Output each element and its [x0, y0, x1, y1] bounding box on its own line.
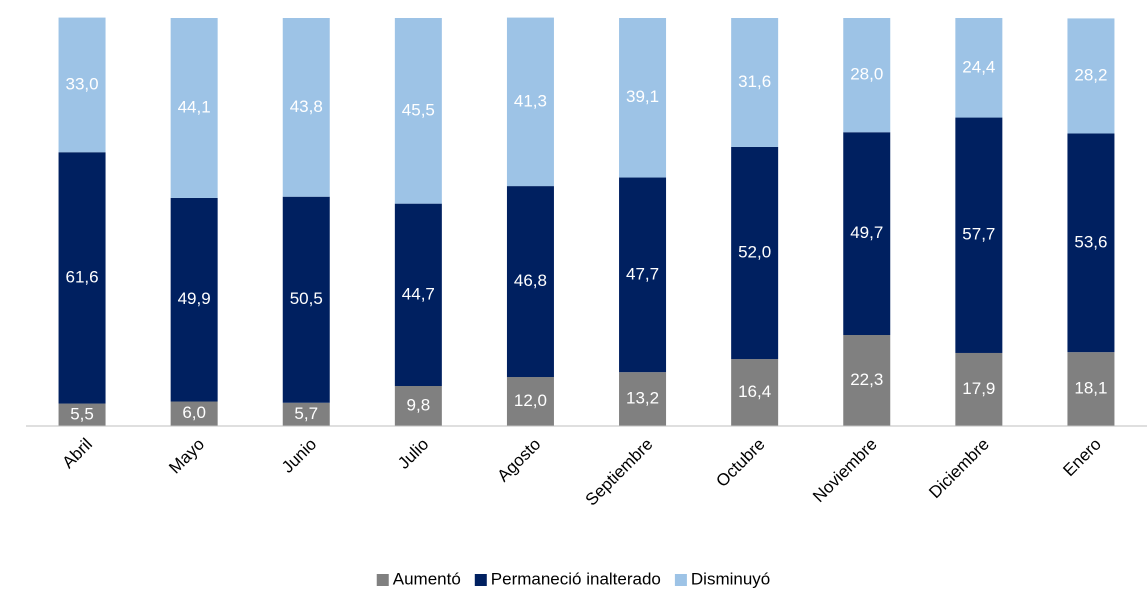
data-label: 46,8: [514, 271, 547, 290]
data-label: 50,5: [290, 289, 323, 308]
data-label: 57,7: [962, 225, 995, 244]
bar-segment: [282, 402, 330, 426]
x-tick-label: Octubre: [712, 435, 768, 491]
bar-segment: [1067, 18, 1115, 134]
data-label: 17,9: [962, 379, 995, 398]
data-label: 28,0: [850, 65, 883, 84]
data-label: 16,4: [738, 382, 771, 401]
legend-swatch: [674, 574, 687, 586]
bar-segment: [731, 18, 779, 147]
data-label: 28,2: [1074, 65, 1107, 84]
bar-segment: [1067, 133, 1115, 353]
legend-label: Aumentó: [393, 569, 461, 588]
bar-segment: [170, 401, 218, 426]
legend-label: Disminuyó: [691, 569, 770, 588]
data-label: 9,8: [407, 395, 431, 414]
data-label: 22,3: [850, 370, 883, 389]
data-label: 12,0: [514, 391, 547, 410]
data-label: 44,1: [178, 97, 211, 116]
bar-segment: [619, 177, 667, 373]
bar-segment: [1067, 352, 1115, 426]
bar-segment: [506, 377, 554, 426]
data-label: 52,0: [738, 242, 771, 261]
bar-segment: [506, 186, 554, 378]
bar-segment: [843, 132, 891, 336]
data-label: 47,7: [626, 264, 659, 283]
data-label: 33,0: [66, 74, 99, 93]
bar-segment: [170, 18, 218, 198]
bar-segment: [843, 335, 891, 426]
x-tick-label: Septiembre: [582, 435, 657, 510]
bar-segment: [619, 372, 667, 426]
data-label: 18,1: [1074, 379, 1107, 398]
bar-segment: [506, 17, 554, 187]
data-label: 39,1: [626, 87, 659, 106]
x-tick-label: Mayo: [165, 435, 208, 478]
x-tick-label: Noviembre: [809, 435, 881, 507]
bar-segment: [843, 18, 891, 133]
bar-segment: [731, 146, 779, 360]
data-label: 45,5: [402, 100, 435, 119]
data-label: 6,0: [182, 403, 206, 422]
legend-swatch: [376, 574, 389, 586]
data-label: 49,7: [850, 223, 883, 242]
data-label: 24,4: [962, 57, 995, 76]
data-label: 5,7: [294, 404, 318, 423]
data-label: 53,6: [1074, 232, 1107, 251]
data-label: 31,6: [738, 72, 771, 91]
bar-segment: [58, 152, 106, 404]
bar-segment: [955, 352, 1003, 426]
data-label: 41,3: [514, 91, 547, 110]
bar-segment: [58, 17, 106, 153]
data-label: 43,8: [290, 97, 323, 116]
legend-swatch: [474, 574, 487, 586]
data-label: 13,2: [626, 389, 659, 408]
bar-segment: [282, 18, 330, 197]
bar-segment: [282, 196, 330, 403]
data-label: 49,9: [178, 289, 211, 308]
data-label: 5,5: [70, 404, 94, 423]
x-tick-label: Enero: [1059, 435, 1105, 481]
x-tick-label: Abril: [59, 435, 96, 472]
bar-segment: [394, 18, 442, 204]
data-label: 44,7: [402, 284, 435, 303]
bar-segment: [731, 359, 779, 426]
bar-segment: [394, 203, 442, 387]
bar-segment: [619, 18, 667, 178]
bar-segment: [58, 403, 106, 426]
legend-label: Permaneció inalterado: [491, 569, 661, 588]
x-tick-label: Julio: [394, 435, 432, 473]
bar-segment: [955, 117, 1003, 353]
bar-segment: [394, 386, 442, 426]
x-tick-label: Junio: [278, 435, 320, 477]
x-tick-label: Agosto: [494, 435, 545, 486]
bar-segment: [955, 18, 1003, 118]
x-tick-label: Diciembre: [925, 435, 993, 503]
data-label: 61,6: [66, 267, 99, 286]
bar-segment: [170, 197, 218, 402]
